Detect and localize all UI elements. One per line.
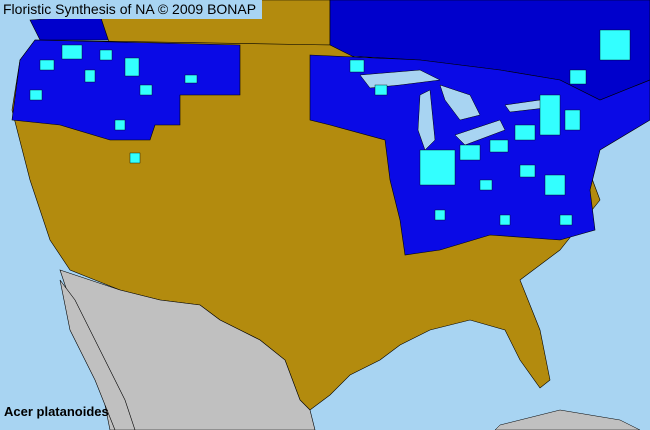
cuba-island (494, 409, 641, 430)
species-label: Acer platanoides (4, 404, 109, 419)
great-lakes (359, 69, 546, 151)
northwest-present-region (11, 39, 241, 141)
baja-peninsula (59, 279, 136, 430)
county-records (29, 29, 631, 226)
map-title: Floristic Synthesis of NA © 2009 BONAP (0, 0, 263, 19)
